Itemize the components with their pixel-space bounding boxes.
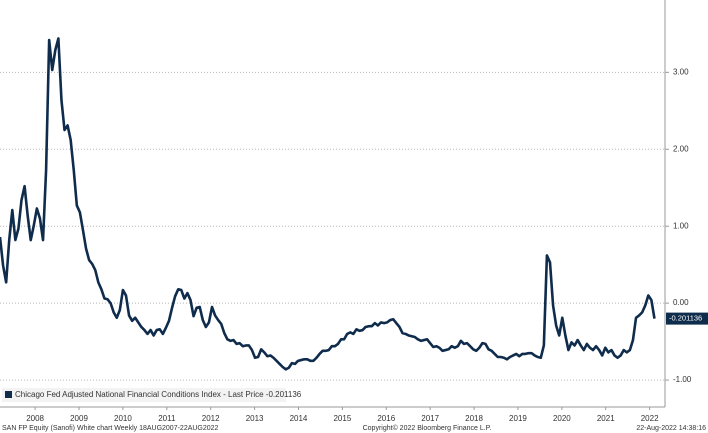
legend-label: Chicago Fed Adjusted National Financial … — [15, 390, 302, 399]
x-tick-label: 2012 — [202, 414, 220, 423]
last-price-label: -0.201136 — [669, 314, 702, 323]
x-tick-label: 2008 — [26, 414, 44, 423]
y-tick-label: 0.00 — [673, 298, 689, 307]
x-tick-label: 2013 — [246, 414, 264, 423]
y-tick-label: 3.00 — [673, 67, 689, 76]
y-tick-label: 1.00 — [673, 221, 689, 230]
footer-left: SAN FP Equity (Sanofi) White chart Weekl… — [2, 425, 219, 432]
x-tick-label: 2019 — [509, 414, 527, 423]
x-tick-label: 2016 — [377, 414, 395, 423]
legend-box — [2, 388, 286, 402]
x-tick-label: 2009 — [70, 414, 88, 423]
x-tick-label: 2014 — [290, 414, 308, 423]
x-tick-label: 2022 — [641, 414, 659, 423]
last-price-tag — [666, 312, 708, 325]
x-tick-label: 2015 — [333, 414, 351, 423]
x-tick-label: 2018 — [465, 414, 483, 423]
x-tick-label: 2010 — [114, 414, 132, 423]
x-tick-label: 2020 — [553, 414, 571, 423]
y-tick-label: 2.00 — [673, 144, 689, 153]
x-tick-label: 2011 — [158, 414, 176, 423]
legend-swatch — [5, 391, 12, 398]
footer-right: 22-Aug-2022 14:38:16 — [636, 425, 706, 432]
series-line — [0, 37, 656, 371]
footer-center: Copyright© 2022 Bloomberg Finance L.P. — [363, 424, 492, 432]
y-tick-label: -1.00 — [673, 375, 692, 384]
x-tick-label: 2021 — [597, 414, 615, 423]
x-tick-label: 2017 — [421, 414, 439, 423]
